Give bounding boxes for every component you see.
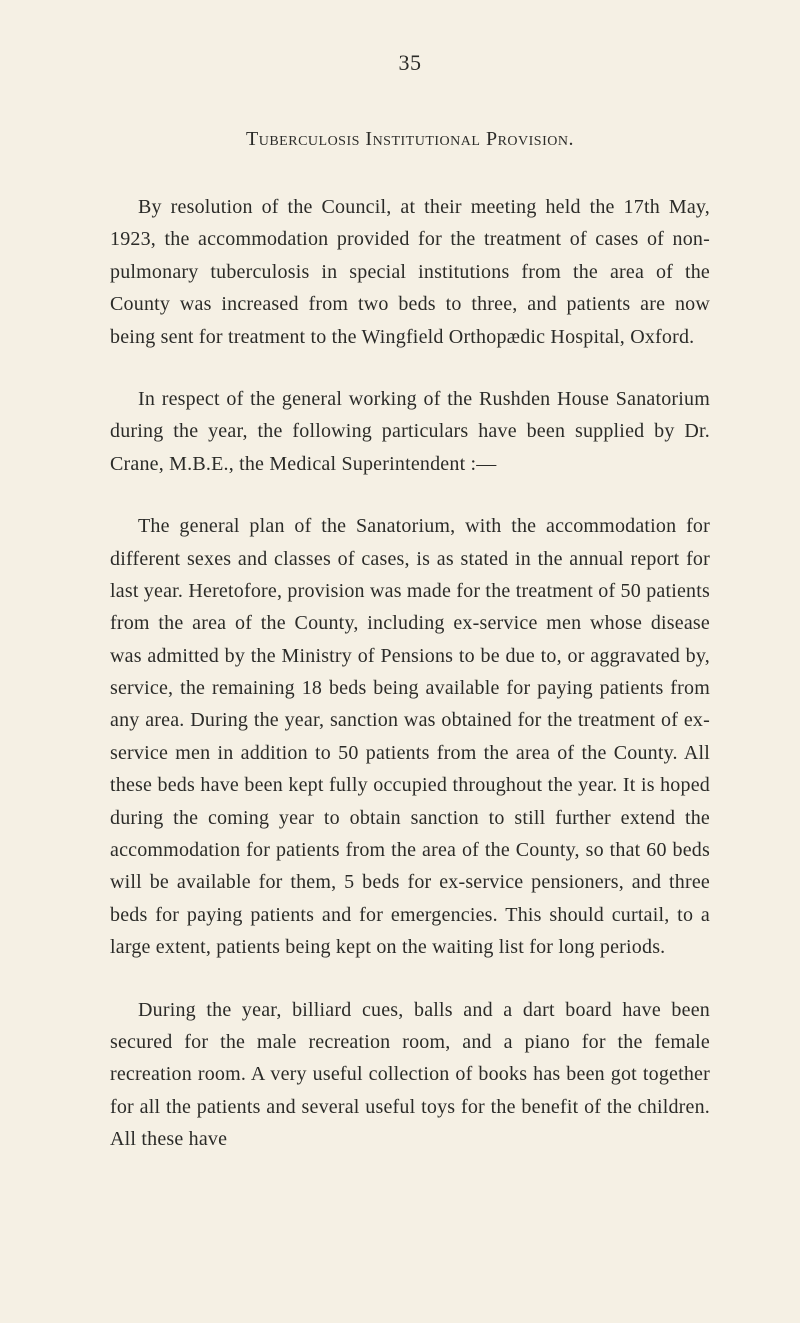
body-paragraph: The general plan of the Sanatorium, with…: [110, 510, 710, 963]
body-paragraph: By resolution of the Council, at their m…: [110, 191, 710, 353]
body-paragraph: During the year, billiard cues, balls an…: [110, 994, 710, 1156]
page-number: 35: [110, 50, 710, 76]
document-page: 35 Tuberculosis Institutional Provision.…: [0, 0, 800, 1323]
body-paragraph: In respect of the general working of the…: [110, 383, 710, 480]
section-heading: Tuberculosis Institutional Provision.: [110, 128, 710, 151]
